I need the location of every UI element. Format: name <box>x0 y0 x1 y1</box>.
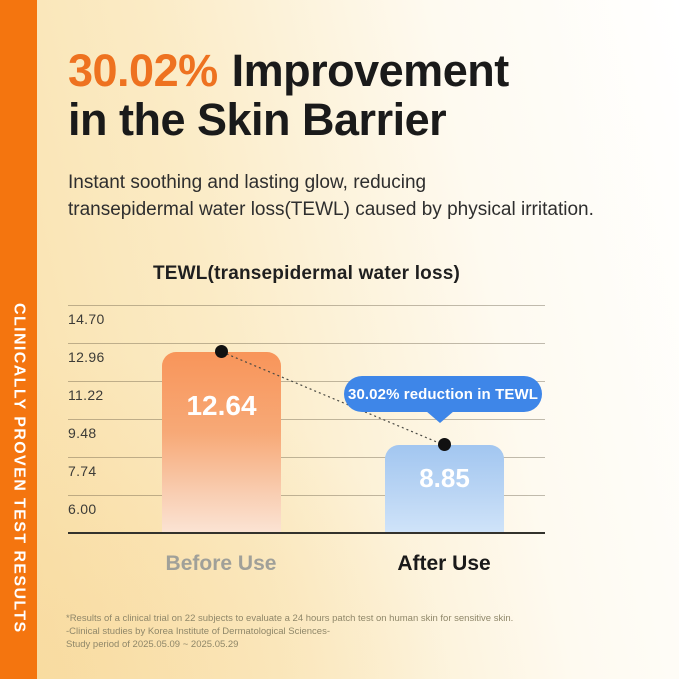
headline-rest: Improvement <box>231 45 510 96</box>
y-tick-label: 11.22 <box>68 387 104 403</box>
gridline <box>68 495 545 496</box>
bar-after-use <box>385 445 504 532</box>
y-tick-label: 12.96 <box>68 349 105 365</box>
footnote-line2: -Clinical studies by Korea Institute of … <box>66 626 331 637</box>
subtitle-line2: transepidermal water loss(TEWL) caused b… <box>68 199 594 220</box>
x-label-before-use: Before Use <box>165 552 277 575</box>
side-ribbon <box>0 0 37 679</box>
side-ribbon-label: CLINICALLY PROVEN TEST RESULTS <box>10 303 28 634</box>
gridline <box>68 305 545 306</box>
headline-line2: in the Skin Barrier <box>68 94 447 145</box>
page-title: 30.02% Improvement in the Skin Barrier <box>68 46 509 144</box>
y-tick-label: 6.00 <box>68 501 97 517</box>
x-label-after-use: After Use <box>397 552 491 575</box>
footnote-line3: Study period of 2025.05.09 ~ 2025.05.29 <box>66 639 239 650</box>
x-axis-line <box>68 532 545 534</box>
bar-value-after: 8.85 <box>419 463 470 493</box>
data-point-before <box>215 345 228 358</box>
gridline <box>68 343 545 344</box>
y-tick-label: 7.74 <box>68 463 97 479</box>
footnote-line1: *Results of a clinical trial on 22 subje… <box>66 613 514 624</box>
data-point-after <box>438 438 451 451</box>
y-tick-label: 9.48 <box>68 425 97 441</box>
headline-percentage: 30.02% <box>68 45 218 96</box>
chart-title: TEWL(transepidermal water loss) <box>152 263 461 284</box>
y-tick-label: 14.70 <box>68 311 105 327</box>
bar-before-use <box>162 352 281 532</box>
footnote: *Results of a clinical trial on 22 subje… <box>66 612 513 651</box>
gridline <box>68 457 545 458</box>
reduction-callout-badge: 30.02% reduction in TEWL <box>344 376 542 423</box>
subtitle: Instant soothing and lasting glow, reduc… <box>68 169 594 223</box>
gridline <box>68 419 545 420</box>
subtitle-line1: Instant soothing and lasting glow, reduc… <box>68 172 427 193</box>
bar-value-before: 12.64 <box>186 390 257 421</box>
